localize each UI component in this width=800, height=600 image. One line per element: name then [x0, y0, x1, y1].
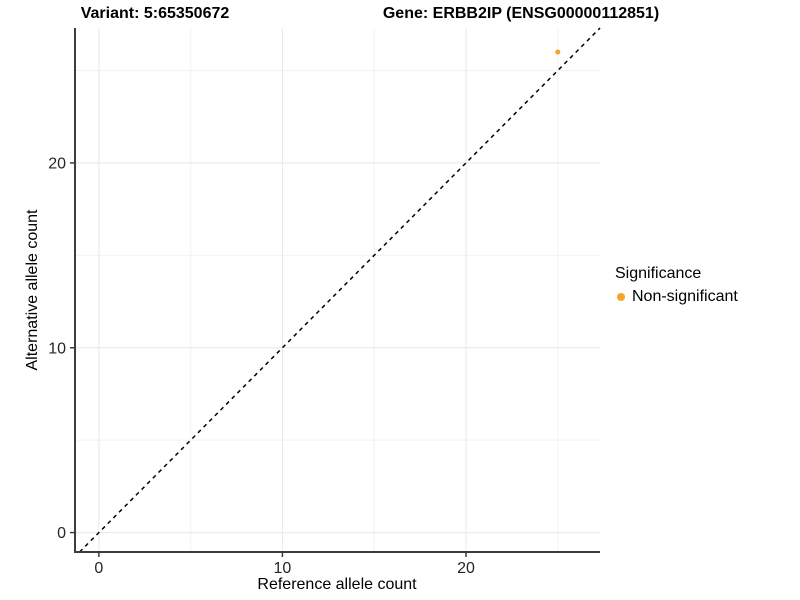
- legend-entry: Non-significant: [615, 288, 738, 306]
- variant-title: Variant: 5:65350672: [80, 5, 230, 22]
- x-tick-label: 20: [457, 560, 475, 577]
- data-point: [555, 49, 561, 55]
- y-tick-label: 20: [48, 155, 66, 172]
- x-tick-label: 0: [94, 560, 103, 577]
- legend-entry-label: Non-significant: [632, 288, 738, 305]
- legend-point-icon: [617, 293, 625, 301]
- y-axis-label: Alternative allele count: [24, 209, 41, 371]
- legend-title: Significance: [615, 265, 702, 282]
- x-axis-label: Reference allele count: [257, 576, 417, 593]
- y-tick-label: 10: [48, 340, 66, 357]
- y-tick-label: 0: [57, 525, 66, 542]
- x-tick-label: 10: [274, 560, 292, 577]
- identity-line: [79, 27, 601, 553]
- gene-title: Gene: ERBB2IP (ENSG00000112851): [382, 5, 660, 22]
- legend: Significance Non-significant: [615, 265, 738, 306]
